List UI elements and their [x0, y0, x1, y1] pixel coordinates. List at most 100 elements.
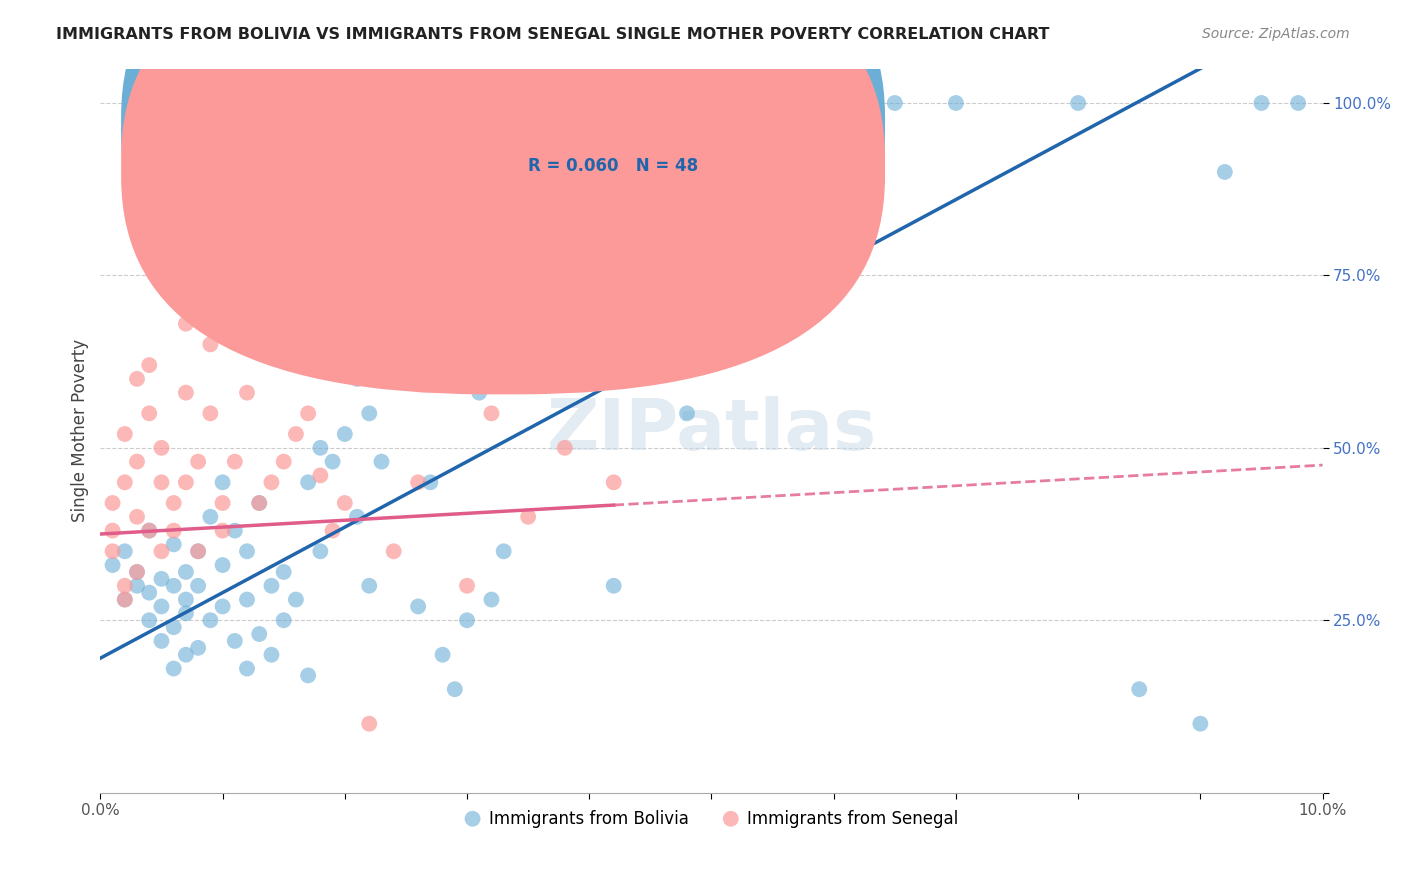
FancyBboxPatch shape [121, 0, 884, 394]
Point [236, 544, 259, 558]
Point [114, 427, 136, 442]
Point [799, 199, 821, 213]
Point [468, 385, 491, 400]
Point [456, 613, 478, 627]
Point [187, 640, 209, 655]
Point [529, 234, 551, 248]
Point [101, 544, 124, 558]
Point [101, 524, 124, 538]
Point [273, 565, 295, 579]
Point [395, 337, 418, 351]
Point [945, 95, 967, 110]
Point [284, 427, 307, 442]
Point [138, 524, 160, 538]
Point [309, 544, 332, 558]
Text: R = 0.536   N = 82: R = 0.536 N = 82 [529, 115, 699, 133]
Point [101, 496, 124, 510]
Point [150, 634, 173, 648]
Point [163, 524, 186, 538]
Point [163, 620, 186, 634]
Point [114, 592, 136, 607]
Point [114, 544, 136, 558]
Point [823, 268, 845, 283]
Point [174, 317, 197, 331]
Point [1128, 682, 1150, 697]
Point [309, 441, 332, 455]
Point [247, 496, 270, 510]
Point [236, 661, 259, 675]
Point [150, 599, 173, 614]
Legend: Immigrants from Bolivia, Immigrants from Senegal: Immigrants from Bolivia, Immigrants from… [457, 804, 966, 835]
Point [1250, 95, 1272, 110]
Point [627, 302, 650, 317]
Text: R = 0.060   N = 48: R = 0.060 N = 48 [529, 157, 699, 176]
FancyBboxPatch shape [121, 0, 884, 353]
Text: ZIPatlas: ZIPatlas [547, 396, 876, 465]
Point [174, 592, 197, 607]
Point [346, 509, 368, 524]
Point [322, 524, 344, 538]
Point [359, 579, 381, 593]
Point [309, 468, 332, 483]
Point [505, 268, 527, 283]
Point [125, 509, 148, 524]
Point [174, 648, 197, 662]
Point [883, 95, 905, 110]
Point [724, 234, 747, 248]
Point [749, 130, 772, 145]
Text: Source: ZipAtlas.com: Source: ZipAtlas.com [1202, 27, 1350, 41]
Point [578, 337, 600, 351]
Point [382, 302, 405, 317]
Point [419, 475, 441, 490]
Point [554, 248, 576, 262]
Point [406, 475, 429, 490]
Point [163, 496, 186, 510]
Point [174, 565, 197, 579]
Point [138, 524, 160, 538]
Point [346, 372, 368, 386]
Point [236, 592, 259, 607]
Point [125, 372, 148, 386]
Point [150, 475, 173, 490]
Point [602, 579, 624, 593]
Point [187, 579, 209, 593]
Point [163, 661, 186, 675]
FancyBboxPatch shape [467, 112, 766, 199]
Point [260, 579, 283, 593]
Point [370, 455, 392, 469]
Point [138, 406, 160, 420]
Point [224, 455, 246, 469]
Point [125, 455, 148, 469]
Point [1189, 716, 1212, 731]
Point [125, 565, 148, 579]
Point [443, 682, 465, 697]
Point [247, 627, 270, 641]
Point [1213, 165, 1236, 179]
Point [359, 406, 381, 420]
Point [211, 496, 233, 510]
Point [297, 406, 319, 420]
Point [187, 544, 209, 558]
Point [187, 544, 209, 558]
Point [200, 337, 222, 351]
Point [224, 524, 246, 538]
Point [236, 385, 259, 400]
Point [602, 475, 624, 490]
Point [651, 199, 673, 213]
Point [101, 558, 124, 572]
Point [247, 496, 270, 510]
Point [174, 607, 197, 621]
Point [200, 406, 222, 420]
Point [224, 634, 246, 648]
Point [517, 509, 540, 524]
Point [333, 496, 356, 510]
Point [200, 613, 222, 627]
Point [114, 579, 136, 593]
Point [676, 406, 699, 420]
Point [432, 648, 454, 662]
Point [138, 585, 160, 599]
Point [138, 613, 160, 627]
Point [211, 475, 233, 490]
Point [406, 599, 429, 614]
Point [322, 455, 344, 469]
